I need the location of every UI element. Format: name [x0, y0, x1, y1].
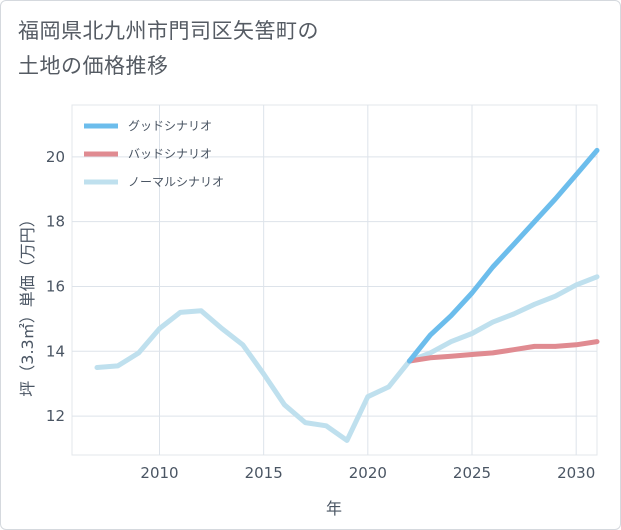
series-0-point: [407, 358, 412, 364]
series-1-point: [448, 353, 454, 359]
series-2-point: [178, 310, 183, 315]
series-2-point: [323, 423, 329, 429]
series-2-point: [553, 294, 558, 299]
series-0-point: [532, 219, 537, 224]
legend-label-0: グッドシナリオ: [128, 119, 212, 133]
series-0-point: [511, 242, 516, 247]
series-0-point: [469, 290, 475, 296]
series-2-point: [344, 438, 350, 443]
series-1-point: [594, 339, 600, 344]
series-0-point: [573, 172, 579, 177]
series-0-point: [594, 148, 600, 153]
series-2-point: [469, 331, 475, 336]
series-2-point: [240, 342, 246, 348]
x-tick-label: 2010: [140, 464, 178, 482]
legend-label-2: ノーマルシナリオ: [128, 175, 224, 189]
series-2-point: [573, 282, 579, 288]
series-2-point: [136, 350, 141, 356]
series-2-point: [490, 319, 496, 325]
series-0-point: [448, 313, 454, 318]
x-tick-label: 2025: [453, 464, 491, 482]
chart-title: 福岡県北九州市門司区矢筈町の 土地の価格推移: [18, 14, 319, 84]
series-2-point: [157, 326, 162, 331]
grid: [71, 104, 598, 456]
y-tick-label: 14: [46, 342, 65, 360]
series-2-point: [594, 274, 600, 279]
series-2-point: [511, 311, 516, 317]
x-axis-title: 年: [326, 499, 342, 518]
series-2-point: [219, 326, 225, 331]
series-2-point: [261, 371, 266, 377]
series-2-point: [386, 384, 391, 390]
chart-title-line-2: 土地の価格推移: [18, 54, 169, 78]
series-0-point: [490, 264, 496, 270]
series-2-point: [94, 365, 100, 370]
series-1-point: [469, 352, 475, 357]
series-lines: [94, 147, 600, 443]
series-1-point: [532, 344, 537, 349]
x-tick-label: 2030: [557, 464, 595, 482]
series-1-point: [511, 347, 516, 352]
series-2-point: [303, 420, 308, 425]
y-axis-title: 坪（3.3㎡）単価（万円）: [18, 211, 37, 396]
series-2-point: [428, 350, 433, 356]
series-2-point: [448, 339, 454, 344]
series-0-point: [553, 196, 558, 202]
y-axis-ticks: 12 14 16 18 20: [46, 148, 65, 425]
y-tick-label: 20: [46, 148, 65, 166]
series-2-point: [532, 302, 537, 307]
series-2-point: [282, 402, 287, 407]
series-1-point: [490, 350, 496, 356]
series-1-point: [573, 342, 579, 348]
y-tick-label: 12: [46, 407, 65, 425]
x-tick-label: 2020: [349, 464, 387, 482]
series-line-0: [407, 147, 600, 364]
series-line-1: [407, 339, 600, 364]
series-2-point: [365, 394, 371, 399]
y-tick-label: 16: [46, 277, 65, 295]
series-1-point: [428, 355, 433, 360]
x-axis-ticks: 2010 2015 2020 2025 2030: [140, 464, 595, 482]
series-0-point: [428, 332, 433, 338]
plot-area: [71, 104, 598, 456]
series-1-point: [553, 344, 558, 349]
y-tick-label: 18: [46, 213, 65, 231]
legend-label-1: バッドシナリオ: [128, 147, 212, 161]
series-2-point: [198, 308, 204, 313]
x-tick-label: 2015: [245, 464, 283, 482]
chart-title-line-1: 福岡県北九州市門司区矢筈町の: [18, 19, 319, 43]
series-2-point: [115, 363, 121, 369]
